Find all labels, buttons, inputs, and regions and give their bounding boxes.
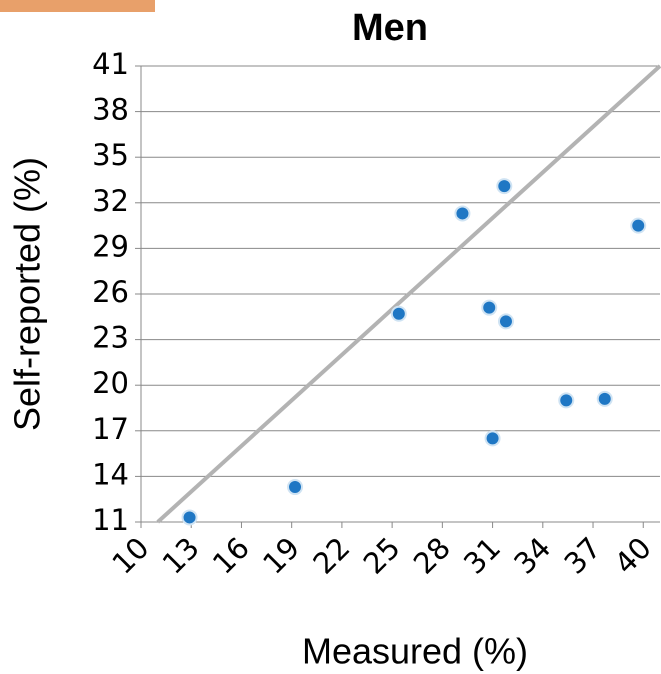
- scatter-point: [288, 480, 302, 494]
- x-tick-label: 37: [558, 531, 608, 581]
- y-tick-label: 14: [92, 457, 129, 491]
- scatter-point: [499, 314, 513, 328]
- y-tick-label: 23: [92, 321, 129, 355]
- y-tick-label: 17: [92, 412, 129, 446]
- x-tick-label: 31: [457, 531, 507, 581]
- scatter-point: [183, 510, 197, 524]
- y-tick-label: 38: [92, 93, 129, 127]
- x-tick-label: 40: [608, 531, 658, 581]
- y-tick-label: 35: [92, 138, 129, 172]
- x-tick-label: 22: [306, 531, 356, 581]
- scatter-point: [482, 301, 496, 315]
- x-tick-label: 28: [407, 531, 457, 581]
- x-tick-label: 19: [256, 531, 306, 581]
- y-tick-label: 29: [92, 229, 129, 263]
- x-tick-label: 13: [156, 531, 206, 581]
- y-tick-label: 11: [92, 503, 129, 537]
- scatter-point: [455, 206, 469, 220]
- chart: Men Measured (%) Self-reported (%) 11 14 1…: [0, 0, 661, 674]
- y-tick-label: 41: [92, 47, 129, 81]
- scatter-point: [598, 392, 612, 406]
- scatter-point: [631, 219, 645, 233]
- x-tick-label: 16: [206, 531, 256, 581]
- scatter-point: [486, 431, 500, 445]
- y-axis-label: Self-reported (%): [7, 157, 48, 431]
- y-tick-label: 20: [92, 366, 129, 400]
- x-axis-label: Measured (%): [302, 631, 528, 672]
- y-tick-label: 26: [92, 275, 129, 309]
- y-tick-label: 32: [92, 184, 129, 218]
- scatter-point: [497, 179, 511, 193]
- x-tick-label: 10: [105, 531, 155, 581]
- chart-title: Men: [352, 7, 428, 49]
- scatter-point: [392, 307, 406, 321]
- scatter-point: [559, 393, 573, 407]
- photo-fragment: [0, 0, 155, 12]
- x-tick-label: 34: [507, 531, 557, 581]
- x-tick-label: 25: [357, 531, 407, 581]
